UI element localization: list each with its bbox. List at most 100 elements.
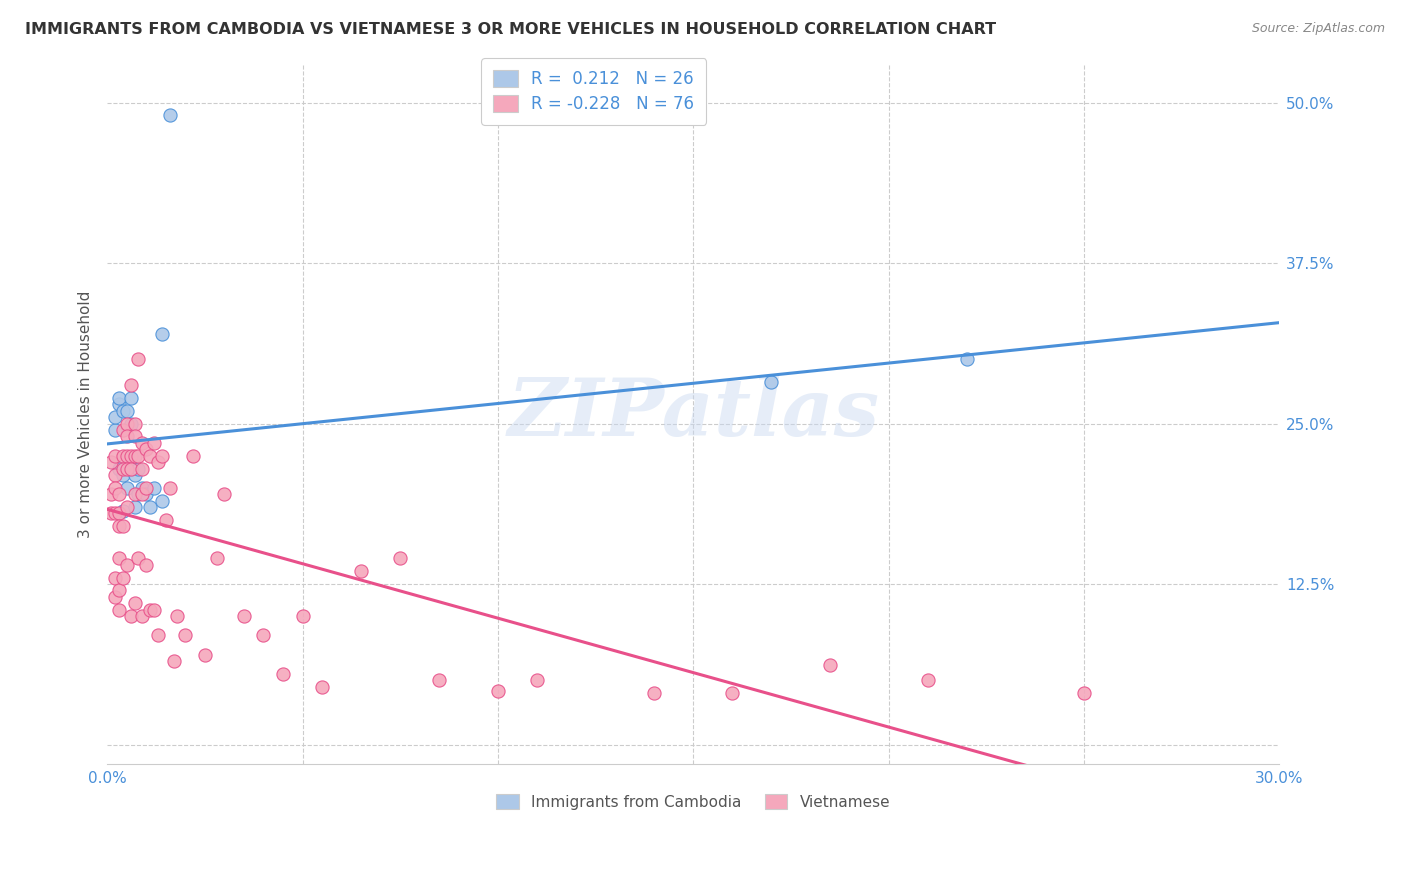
Point (104, 590, 127, 604)
Point (111, 571, 134, 585)
Point (181, 449, 204, 463)
Point (350, 564, 373, 578)
Point (135, 442, 157, 457)
Point (111, 423, 134, 437)
Point (108, 551, 131, 566)
Point (108, 461, 131, 475)
Point (108, 487, 131, 501)
Point (108, 519, 131, 533)
Point (127, 487, 149, 501)
Point (127, 449, 149, 463)
Legend: Immigrants from Cambodia, Vietnamese: Immigrants from Cambodia, Vietnamese (491, 788, 897, 815)
Point (104, 507, 127, 521)
Point (1073, 686, 1095, 700)
Point (127, 352, 149, 367)
Point (166, 609, 188, 624)
Point (194, 648, 217, 662)
Point (115, 429, 138, 443)
Point (127, 461, 149, 475)
Text: Source: ZipAtlas.com: Source: ZipAtlas.com (1251, 22, 1385, 36)
Point (104, 481, 127, 495)
Point (120, 461, 142, 475)
Point (131, 487, 153, 501)
Point (131, 481, 153, 495)
Point (104, 467, 127, 482)
Point (135, 481, 157, 495)
Point (108, 507, 131, 521)
Point (104, 571, 127, 585)
Point (120, 609, 142, 624)
Point (131, 435, 153, 450)
Point (143, 481, 166, 495)
Point (104, 410, 127, 425)
Point (111, 461, 134, 475)
Point (124, 500, 146, 514)
Point (135, 487, 157, 501)
Point (291, 609, 314, 624)
Point (721, 686, 744, 700)
Point (232, 609, 254, 624)
Point (115, 461, 138, 475)
Point (124, 449, 146, 463)
Point (100, 455, 122, 469)
Point (271, 667, 294, 681)
Point (643, 686, 665, 700)
Point (115, 403, 138, 417)
Text: IMMIGRANTS FROM CAMBODIA VS VIETNAMESE 3 OR MORE VEHICLES IN HOUSEHOLD CORRELATI: IMMIGRANTS FROM CAMBODIA VS VIETNAMESE 3… (25, 22, 997, 37)
Point (120, 461, 142, 475)
Point (124, 487, 146, 501)
Point (761, 376, 783, 390)
Point (150, 326, 173, 341)
Point (150, 493, 173, 508)
Point (120, 391, 142, 405)
Point (111, 504, 134, 518)
Point (526, 673, 548, 688)
Point (111, 449, 134, 463)
Point (108, 397, 131, 411)
Point (139, 449, 162, 463)
Point (252, 628, 274, 642)
Text: ZIPatlas: ZIPatlas (508, 376, 879, 452)
Point (159, 108, 181, 122)
Point (124, 467, 146, 482)
Point (115, 417, 138, 431)
Point (115, 449, 138, 463)
Point (146, 455, 169, 469)
Point (111, 403, 134, 417)
Point (108, 603, 131, 617)
Point (120, 378, 142, 392)
Point (818, 657, 841, 672)
Point (104, 423, 127, 437)
Point (131, 461, 153, 475)
Point (127, 551, 149, 566)
Point (104, 449, 127, 463)
Point (124, 417, 146, 431)
Point (956, 352, 979, 367)
Point (143, 603, 166, 617)
Point (124, 596, 146, 610)
Point (115, 481, 138, 495)
Point (139, 603, 162, 617)
Point (124, 429, 146, 443)
Point (159, 481, 181, 495)
Point (214, 487, 236, 501)
Point (115, 500, 138, 514)
Point (120, 417, 142, 431)
Point (108, 583, 131, 598)
Point (108, 391, 131, 405)
Point (135, 558, 157, 572)
Point (131, 609, 153, 624)
Point (162, 654, 184, 668)
Point (205, 551, 228, 566)
Point (486, 683, 509, 698)
Point (120, 449, 142, 463)
Point (150, 449, 173, 463)
Point (111, 519, 134, 533)
Point (139, 500, 162, 514)
Point (917, 673, 939, 688)
Point (115, 558, 138, 572)
Point (100, 507, 122, 521)
Y-axis label: 3 or more Vehicles in Household: 3 or more Vehicles in Household (79, 290, 93, 538)
Point (174, 628, 197, 642)
Point (143, 435, 166, 450)
